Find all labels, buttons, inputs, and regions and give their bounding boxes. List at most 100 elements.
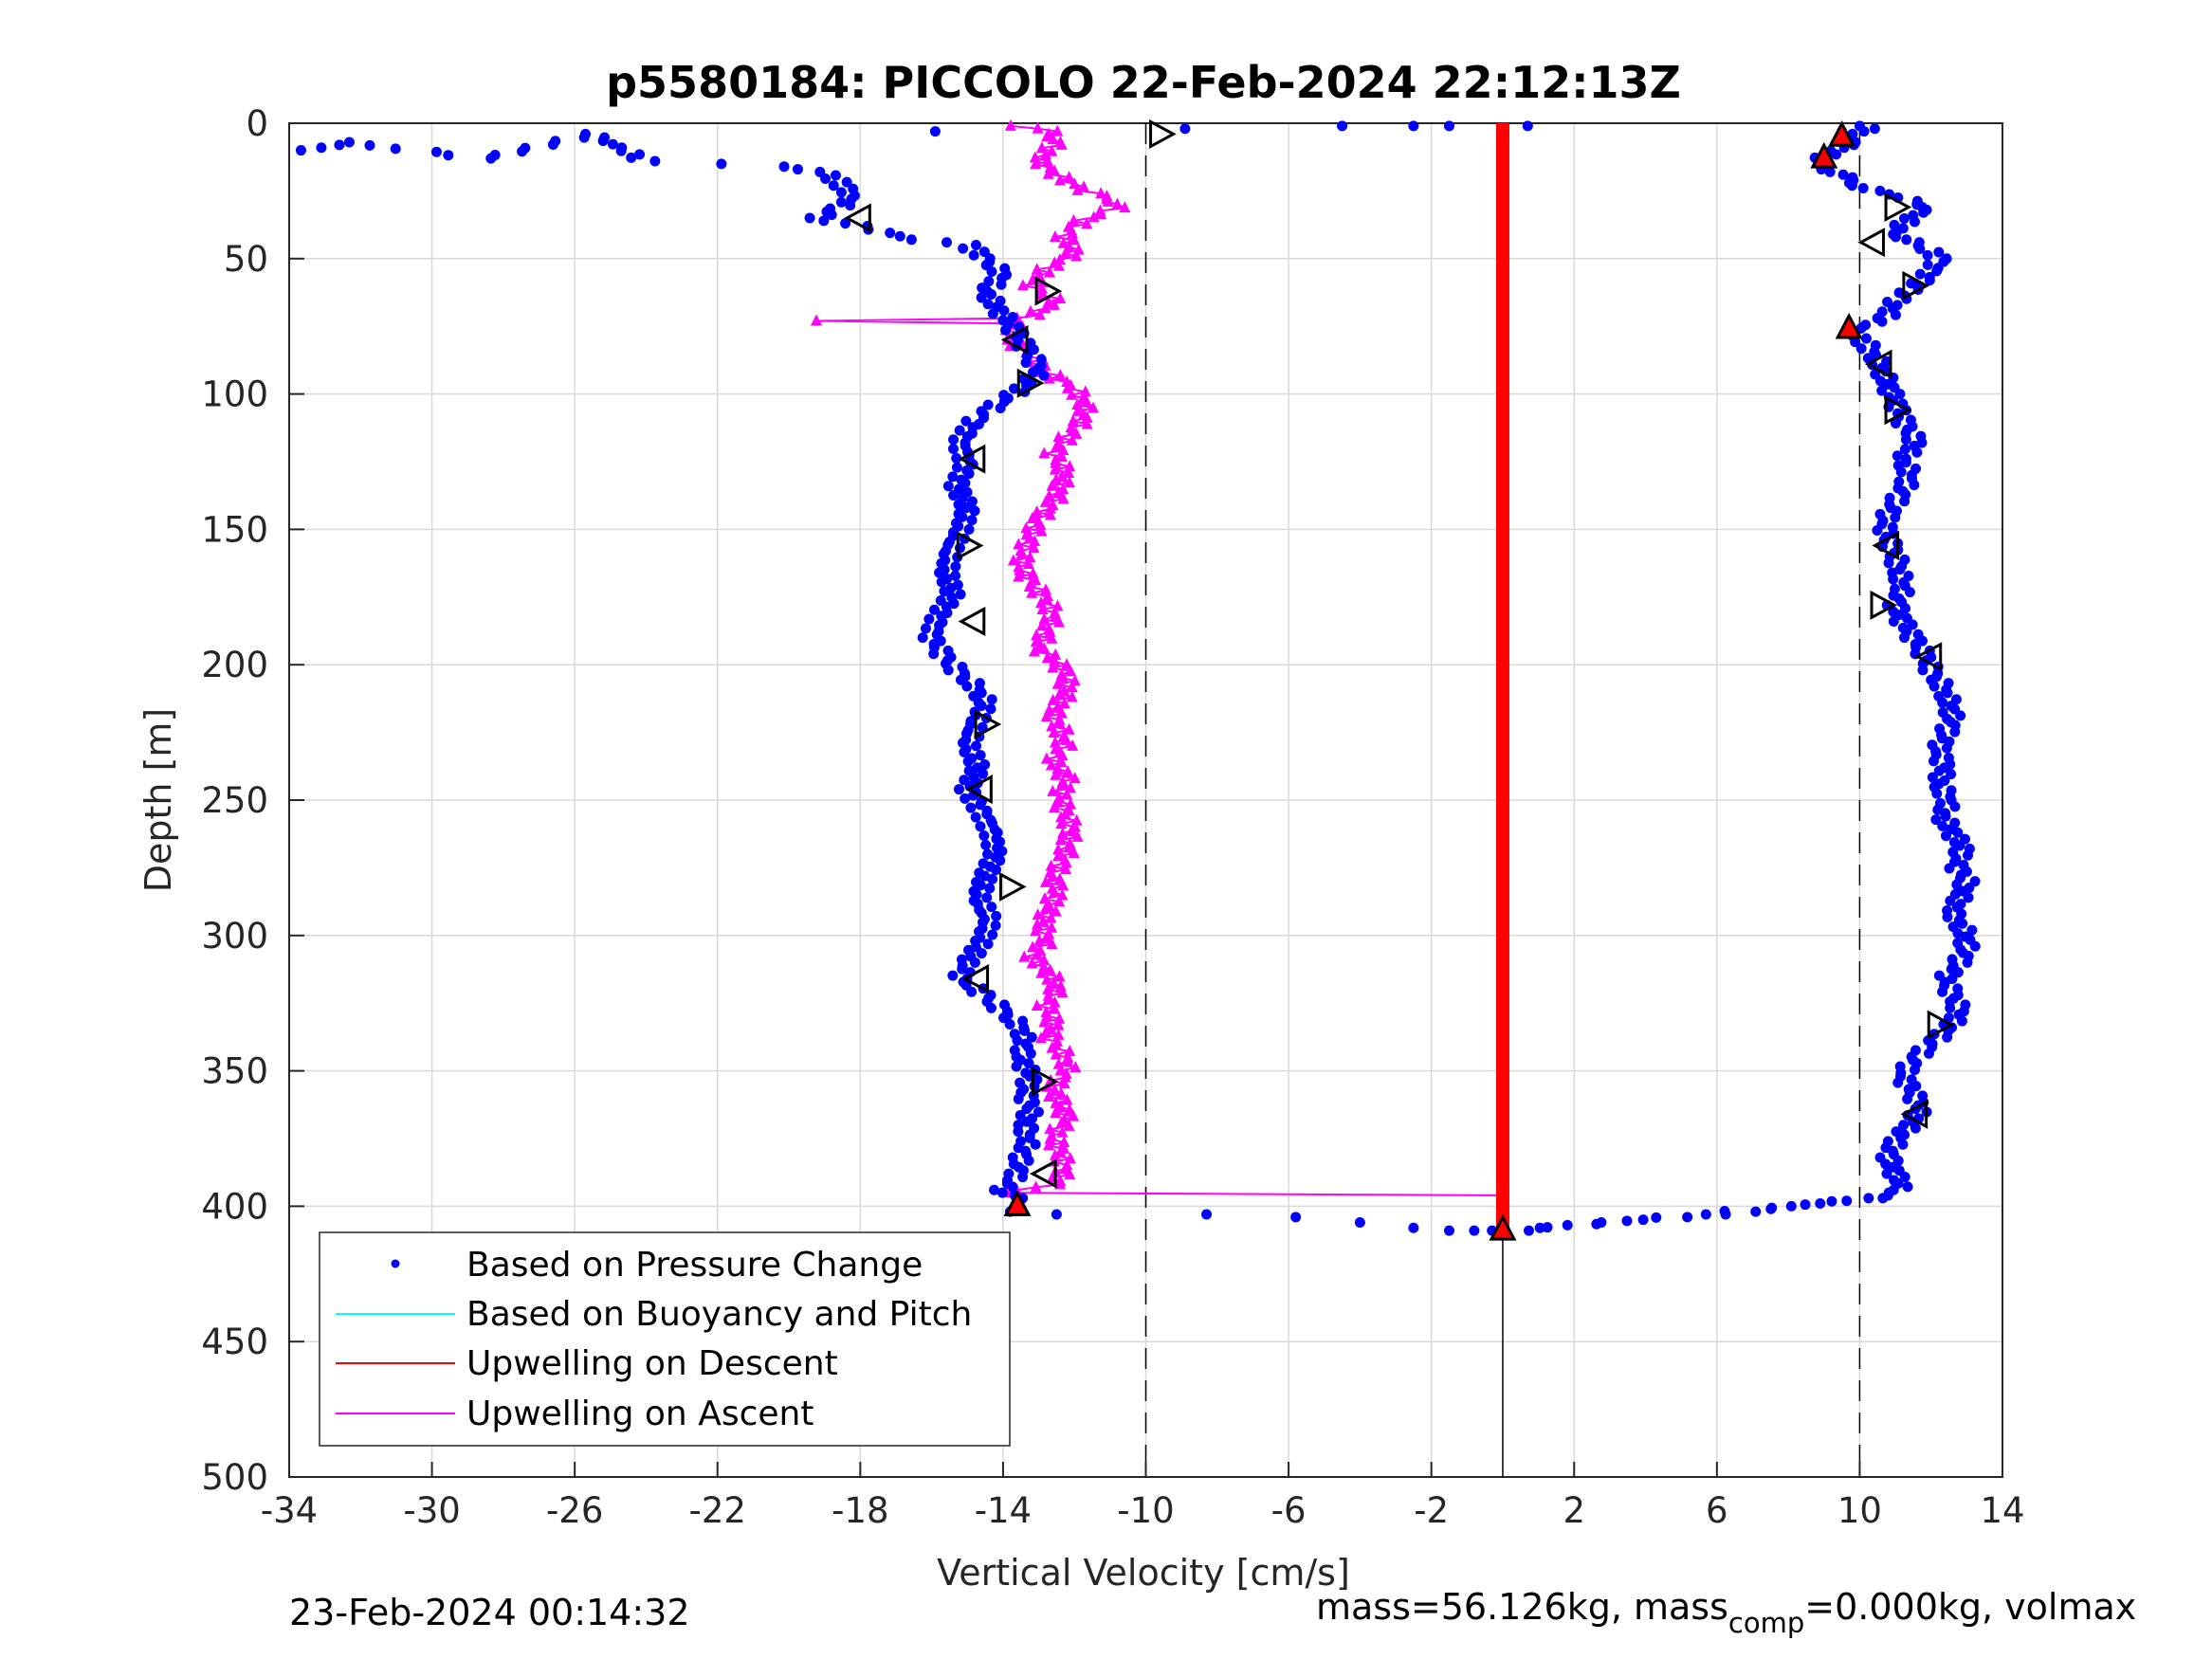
- pressure-velocity-point: [1719, 1206, 1730, 1217]
- pressure-velocity-point: [649, 155, 661, 167]
- ascent-upwelling-point: [1047, 133, 1059, 145]
- x-tick-label: 10: [1837, 1490, 1882, 1531]
- pressure-velocity-point: [1700, 1209, 1711, 1220]
- y-tick-labels: 0 50 100 150 200 250 300 350 400 450 500: [201, 103, 304, 1498]
- pressure-velocity-point: [334, 139, 345, 151]
- pressure-velocity-point: [991, 910, 1002, 921]
- pressure-velocity-point: [1785, 1200, 1797, 1212]
- ascent-upwelling-point: [1031, 947, 1043, 959]
- pressure-velocity-point: [1900, 453, 1911, 465]
- ascent-upwelling-point: [1043, 1139, 1055, 1151]
- pressure-velocity-point: [1889, 1175, 1900, 1186]
- ascent-upwelling-point: [1070, 427, 1083, 439]
- ascent-upwelling-point: [1004, 118, 1016, 131]
- ascent-upwelling-point: [1040, 931, 1052, 943]
- ascent-upwelling-point: [1035, 966, 1048, 978]
- x-tick-labels: -34 -30 -26 -22 -18 -14 -10 -6 -2 2 6 10 14: [261, 1462, 2025, 1531]
- pressure-velocity-point: [996, 846, 1008, 857]
- pressure-velocity-point: [959, 746, 970, 757]
- pressure-velocity-point: [1023, 1155, 1034, 1166]
- ascent-upwelling-point: [1058, 697, 1070, 709]
- ascent-upwelling-point: [1052, 259, 1065, 271]
- ascent-upwelling-point: [1042, 982, 1054, 994]
- pressure-velocity-point: [818, 215, 830, 227]
- footer-mass-info: mass=56.126kg, masscomp=0.000kg, volmax: [1316, 1586, 2136, 1639]
- pressure-velocity-point: [1015, 1109, 1026, 1121]
- pressure-velocity-point: [948, 489, 960, 501]
- ascent-upwelling-point: [1041, 973, 1053, 985]
- pressure-velocity-point: [955, 589, 966, 600]
- pressure-velocity-point: [957, 963, 968, 975]
- footer-mass-prefix: mass=56.126kg, mass: [1316, 1586, 1728, 1628]
- ascent-upwelling-point: [1031, 263, 1043, 275]
- ascent-upwelling-point: [1046, 479, 1058, 491]
- pressure-velocity-point: [1033, 1106, 1044, 1118]
- footer-mass-suffix: =0.000kg, volmax: [1804, 1586, 2136, 1628]
- ascent-upwelling-point: [1053, 615, 1066, 628]
- ascent-upwelling-point: [1036, 619, 1049, 631]
- ascent-upwelling-point: [1054, 292, 1067, 304]
- ascent-upwelling-point: [1055, 1086, 1068, 1099]
- ascent-upwelling-point: [1068, 846, 1080, 858]
- pressure-velocity-point: [1847, 172, 1858, 183]
- ascent-upwelling-point: [1064, 460, 1076, 472]
- pressure-velocity-point: [942, 481, 954, 492]
- ascent-upwelling-point: [1056, 670, 1069, 683]
- pressure-velocity-point: [1960, 999, 1971, 1011]
- ascent-upwelling-point: [1052, 849, 1065, 862]
- pressure-velocity-point: [830, 170, 841, 181]
- pressure-velocity-point: [996, 1187, 1008, 1198]
- pressure-velocity-point: [1882, 296, 1893, 307]
- ascent-upwelling-point: [811, 314, 823, 326]
- pressure-velocity-point: [984, 883, 996, 894]
- pressure-velocity-point: [1027, 367, 1038, 378]
- y-tick-label: 250: [201, 780, 268, 821]
- ascent-upwelling-point: [1038, 891, 1051, 903]
- pressure-velocity-point: [965, 802, 977, 813]
- pressure-velocity-point: [1901, 612, 1912, 624]
- ascent-upwelling-point: [1054, 1100, 1067, 1112]
- ascent-upwelling-point: [1063, 171, 1075, 183]
- pressure-velocity-point: [1893, 287, 1905, 299]
- ascent-upwelling-point: [1035, 596, 1048, 609]
- ascent-upwelling-point: [1042, 993, 1054, 1005]
- x-tick-label: -22: [689, 1490, 746, 1531]
- legend-box: [319, 1231, 1011, 1447]
- ascent-upwelling-point: [1065, 797, 1077, 810]
- pressure-velocity-point: [950, 570, 961, 581]
- pressure-velocity-point: [1860, 319, 1872, 331]
- ascent-upwelling-point: [1057, 879, 1069, 891]
- ascent-upwelling-point: [1068, 233, 1080, 246]
- ascent-upwelling-point: [1064, 476, 1076, 488]
- ascent-upwelling-point: [1053, 1177, 1066, 1190]
- pressure-velocity-point: [1908, 210, 1919, 221]
- pressure-velocity-point: [828, 180, 839, 191]
- x-tick-label: -10: [1117, 1490, 1174, 1531]
- pressure-velocity-point: [1899, 444, 1910, 455]
- pressure-velocity-point: [894, 230, 905, 242]
- ascent-upwelling-point: [1041, 651, 1053, 664]
- pressure-velocity-point: [1863, 1193, 1874, 1204]
- ascent-upwelling-point: [1026, 511, 1038, 523]
- pressure-velocity-point: [1876, 306, 1888, 318]
- ascent-upwelling-point: [1102, 194, 1114, 207]
- ascent-upwelling-point: [1029, 151, 1041, 163]
- ascent-upwelling-point: [1055, 137, 1068, 150]
- pressure-velocity-point: [1023, 1058, 1034, 1069]
- ascent-upwelling-point: [1038, 447, 1051, 459]
- ascent-upwelling-point: [1053, 895, 1066, 907]
- pressure-velocity-point: [1815, 1198, 1826, 1210]
- pressure-velocity-point: [520, 142, 531, 154]
- open-triangle-marker: [974, 709, 1002, 739]
- pressure-velocity-point: [1337, 120, 1348, 132]
- pressure-velocity-point: [1901, 234, 1912, 246]
- pressure-velocity-point: [316, 142, 327, 154]
- x-tick-label: 2: [1563, 1490, 1585, 1531]
- ascent-upwelling-point: [1033, 308, 1046, 320]
- ascent-upwelling-point: [1046, 1041, 1058, 1053]
- pressure-velocity-point: [1841, 1195, 1853, 1207]
- pressure-velocity-point: [1862, 353, 1874, 364]
- pressure-velocity-point: [960, 415, 972, 427]
- ascent-upwelling-point: [1038, 642, 1051, 654]
